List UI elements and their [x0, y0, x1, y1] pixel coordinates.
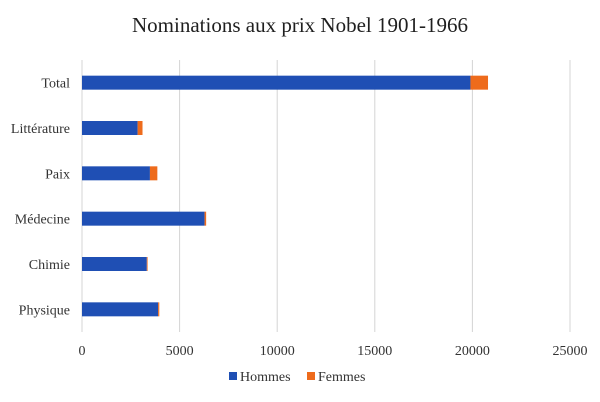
bar-hommes-6	[82, 302, 159, 317]
x-tick-label: 20000	[455, 344, 490, 359]
category-label: Paix	[45, 167, 70, 182]
bar-femmes-4	[204, 211, 207, 226]
bar-femmes-1	[470, 75, 489, 90]
legend-label-hommes: Hommes	[240, 370, 291, 385]
category-label: Physique	[19, 303, 70, 318]
category-label: Médecine	[15, 213, 70, 228]
bar-hommes-1	[82, 75, 471, 90]
x-tick-labels: 0 5000 10000 15000 20000 25000	[79, 344, 588, 359]
category-label: Littérature	[11, 122, 70, 137]
legend: Hommes Femmes	[229, 370, 365, 385]
bar-femmes-3	[149, 166, 158, 181]
x-tick-label: 10000	[260, 344, 295, 359]
category-labels: Total Littérature Paix Médecine Chimie Physiq…	[11, 77, 70, 319]
legend-swatch-hommes	[229, 372, 237, 380]
x-tick-label: 0	[79, 344, 86, 359]
x-tick-label: 25000	[553, 344, 588, 359]
x-tick-label: 5000	[166, 344, 194, 359]
bar-hommes-4	[82, 211, 205, 226]
bar-femmes-5	[146, 257, 148, 271]
gridlines	[81, 60, 571, 332]
category-label: Chimie	[29, 258, 70, 273]
legend-swatch-femmes	[307, 372, 315, 380]
bar-hommes-5	[82, 257, 147, 271]
x-tick-label: 15000	[357, 344, 392, 359]
chart-title: Nominations aux prix Nobel 1901-1966	[132, 13, 468, 37]
bars	[82, 75, 489, 317]
bar-femmes-6	[158, 302, 160, 317]
category-label: Total	[41, 77, 70, 92]
bar-hommes-2	[82, 121, 138, 135]
legend-label-femmes: Femmes	[318, 370, 365, 385]
bar-hommes-3	[82, 166, 150, 181]
bar-femmes-2	[137, 121, 143, 135]
